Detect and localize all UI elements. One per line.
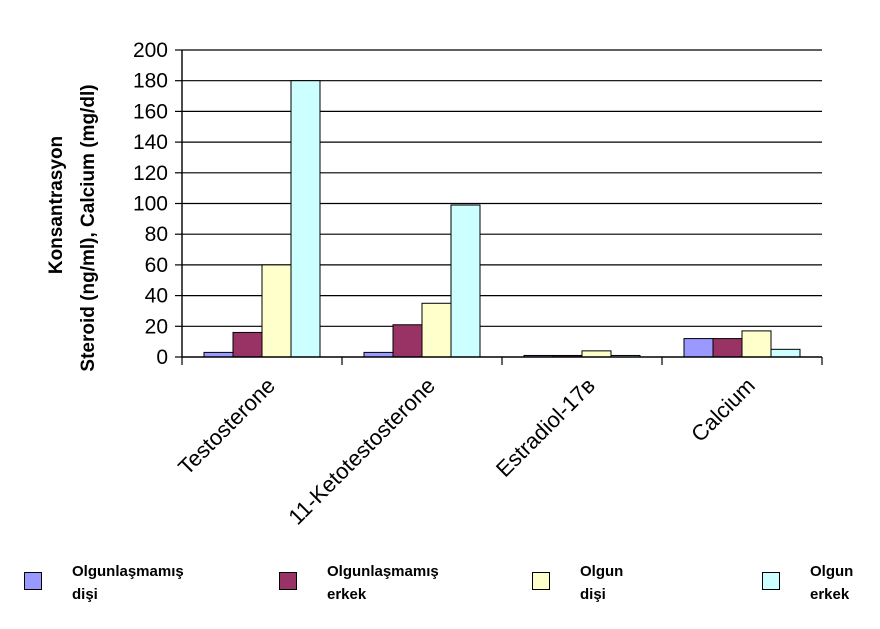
- bar-chart: Konsantrasyon Steroid (ng/ml), Calcium (…: [46, 39, 823, 530]
- legend-label-line: erkek: [810, 586, 850, 603]
- legend-label-line: Olgun: [580, 563, 624, 580]
- bar: [741, 330, 772, 358]
- y-axis-title: Konsantrasyon Steroid (ng/ml), Calcium (…: [46, 84, 99, 371]
- legend: Olgunlaşmamış dişi Olgunlaşmamış erkek Olgun…: [0, 560, 880, 626]
- bar: [581, 350, 612, 358]
- y-tick-label: 20: [145, 315, 168, 338]
- legend-label-line: dişi: [72, 586, 98, 603]
- x-category-label: Testosterone: [173, 373, 280, 480]
- bar: [232, 331, 263, 358]
- y-tick-label: 0: [156, 346, 168, 369]
- legend-swatch: [279, 572, 297, 590]
- axes: [181, 50, 823, 365]
- legend-label-line: Olgunlaşmamış: [327, 563, 439, 580]
- x-category-label: Estradiol-17ʙ: [491, 373, 600, 482]
- legend-swatch: [24, 572, 42, 590]
- legend-swatch: [532, 572, 550, 590]
- legend-label-line: erkek: [327, 586, 367, 603]
- legend-label: Olgun dişi: [580, 560, 623, 606]
- legend-label: Olgunlaşmamış erkek: [327, 560, 439, 606]
- y-axis-title-line-2: Steroid (ng/ml), Calcium (mg/dl): [78, 84, 99, 371]
- y-tick-label: 100: [133, 193, 168, 216]
- legend-swatch: [762, 572, 780, 590]
- bar: [290, 80, 321, 358]
- legend-label-line: Olgunlaşmamış: [72, 563, 184, 580]
- x-category-label: Calcium: [686, 373, 760, 447]
- legend-item: Olgun dişi: [532, 560, 623, 606]
- y-tick-label: 120: [133, 162, 168, 185]
- legend-item: Olgunlaşmamış dişi: [24, 560, 184, 606]
- y-axis-title-line-1: Konsantrasyon: [46, 136, 67, 274]
- bar: [261, 264, 292, 358]
- y-tick-label: 200: [133, 39, 168, 62]
- legend-label-line: Olgun: [810, 563, 854, 580]
- legend-item: Olgun erkek: [762, 560, 853, 606]
- bar: [392, 324, 423, 358]
- legend-item: Olgunlaşmamış erkek: [279, 560, 439, 606]
- y-tick-label: 80: [145, 223, 168, 246]
- x-axis-category-labels: Testosterone 11-Ketotestosterone Estradiol…: [173, 373, 760, 530]
- legend-label: Olgunlaşmamış dişi: [72, 560, 184, 606]
- y-tick-label: 60: [145, 254, 168, 277]
- y-tick-label: 180: [133, 70, 168, 93]
- bar: [683, 338, 714, 358]
- bar: [712, 338, 743, 358]
- y-tick-label: 40: [145, 285, 168, 308]
- x-category-label: 11-Ketotestosterone: [283, 373, 440, 530]
- bar: [421, 302, 452, 358]
- y-axis-ticks: 0 20 40 60 80 100 120 140 160 180 200: [133, 39, 182, 369]
- legend-label: Olgun erkek: [810, 560, 853, 606]
- bar: [450, 204, 481, 358]
- y-tick-label: 160: [133, 100, 168, 123]
- legend-label-line: dişi: [580, 586, 606, 603]
- bars: [203, 80, 801, 358]
- bar: [770, 348, 801, 358]
- y-tick-label: 140: [133, 131, 168, 154]
